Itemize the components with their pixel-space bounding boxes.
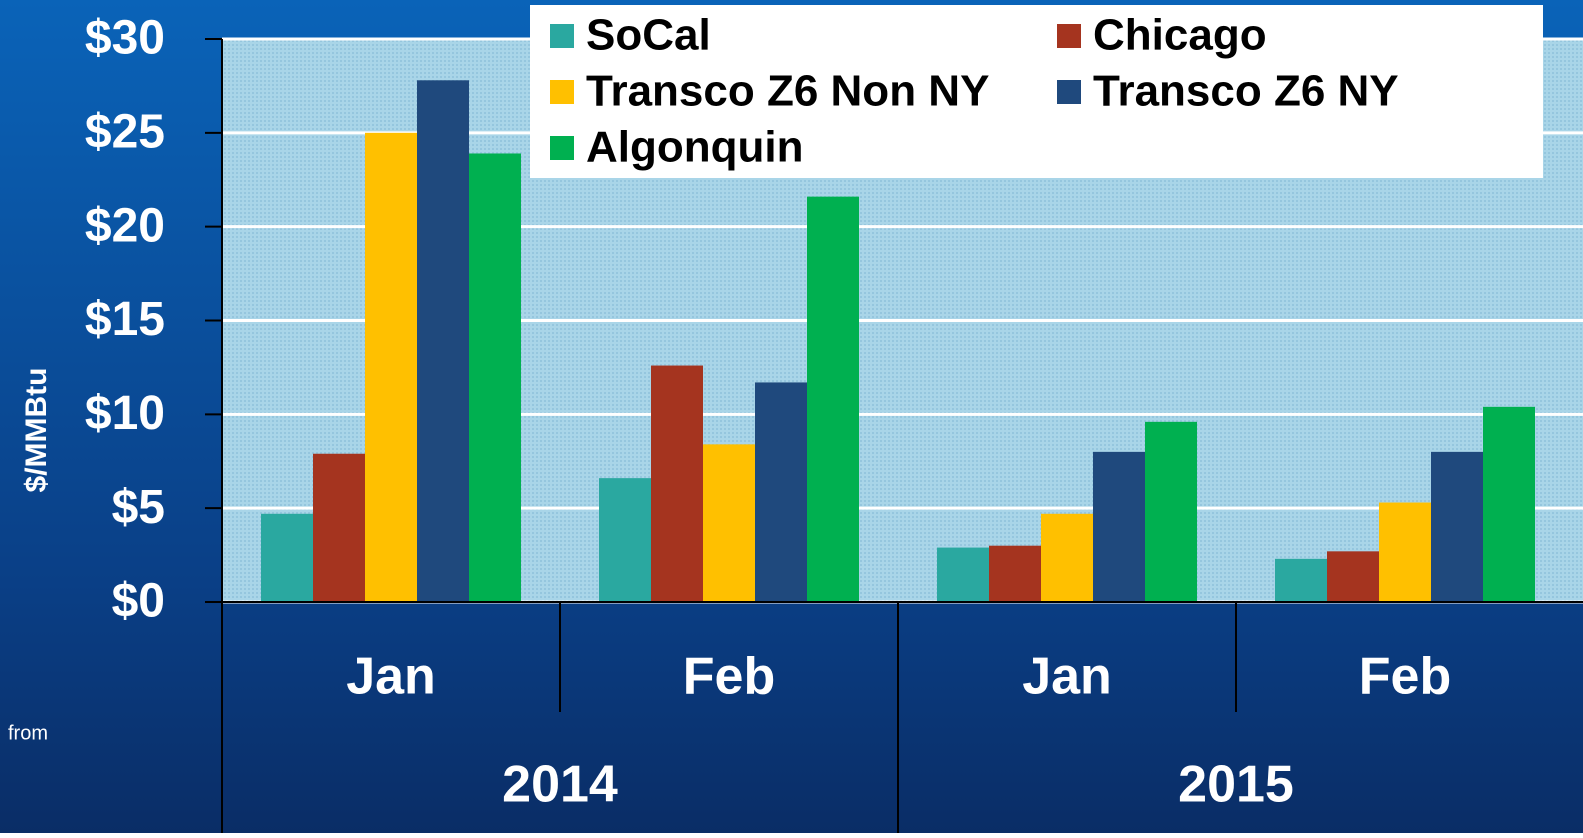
y-tick-label: $5: [112, 481, 165, 534]
y-tick-label: $30: [85, 12, 165, 65]
y-tick-label: $20: [85, 199, 165, 252]
bar: [1483, 406, 1535, 602]
legend-swatch: [550, 24, 574, 48]
legend-label: Algonquin: [586, 123, 804, 172]
x-tick-label: Jan: [1022, 648, 1112, 706]
legend-swatch: [1057, 80, 1081, 104]
legend-label: Transco Z6 Non NY: [586, 67, 989, 116]
bar: [651, 365, 703, 602]
y-tick-label: $0: [112, 575, 165, 628]
legend-label: SoCal: [586, 11, 711, 60]
bar: [807, 196, 859, 602]
legend-swatch: [550, 136, 574, 160]
bar: [599, 478, 651, 602]
bar: [1327, 551, 1379, 602]
legend-label: Transco Z6 NY: [1093, 67, 1399, 116]
bar: [1145, 421, 1197, 602]
bar: [703, 444, 755, 602]
group-label: 2014: [502, 756, 618, 814]
bar: [937, 547, 989, 602]
y-tick-label: $15: [85, 293, 165, 346]
bar: [1379, 502, 1431, 602]
group-label: 2015: [1178, 756, 1294, 814]
y-axis-title: $/MMBtu: [20, 368, 53, 493]
bar: [989, 545, 1041, 602]
bar: [365, 132, 417, 603]
bar: [313, 453, 365, 602]
bar: [1093, 451, 1145, 602]
bar: [417, 80, 469, 602]
annotation: from: [8, 722, 48, 744]
y-tick-label: $10: [85, 387, 165, 440]
bar: [755, 382, 807, 602]
legend: [530, 5, 1543, 178]
legend-swatch: [1057, 24, 1081, 48]
legend-swatch: [550, 80, 574, 104]
x-tick-label: Feb: [1359, 648, 1451, 706]
bar: [469, 153, 521, 602]
bar: [261, 513, 313, 602]
bar: [1431, 451, 1483, 602]
bar: [1275, 558, 1327, 602]
x-tick-label: Feb: [683, 648, 775, 706]
x-tick-label: Jan: [346, 648, 436, 706]
legend-label: Chicago: [1093, 11, 1267, 60]
y-tick-label: $25: [85, 106, 165, 159]
bar: [1041, 513, 1093, 602]
